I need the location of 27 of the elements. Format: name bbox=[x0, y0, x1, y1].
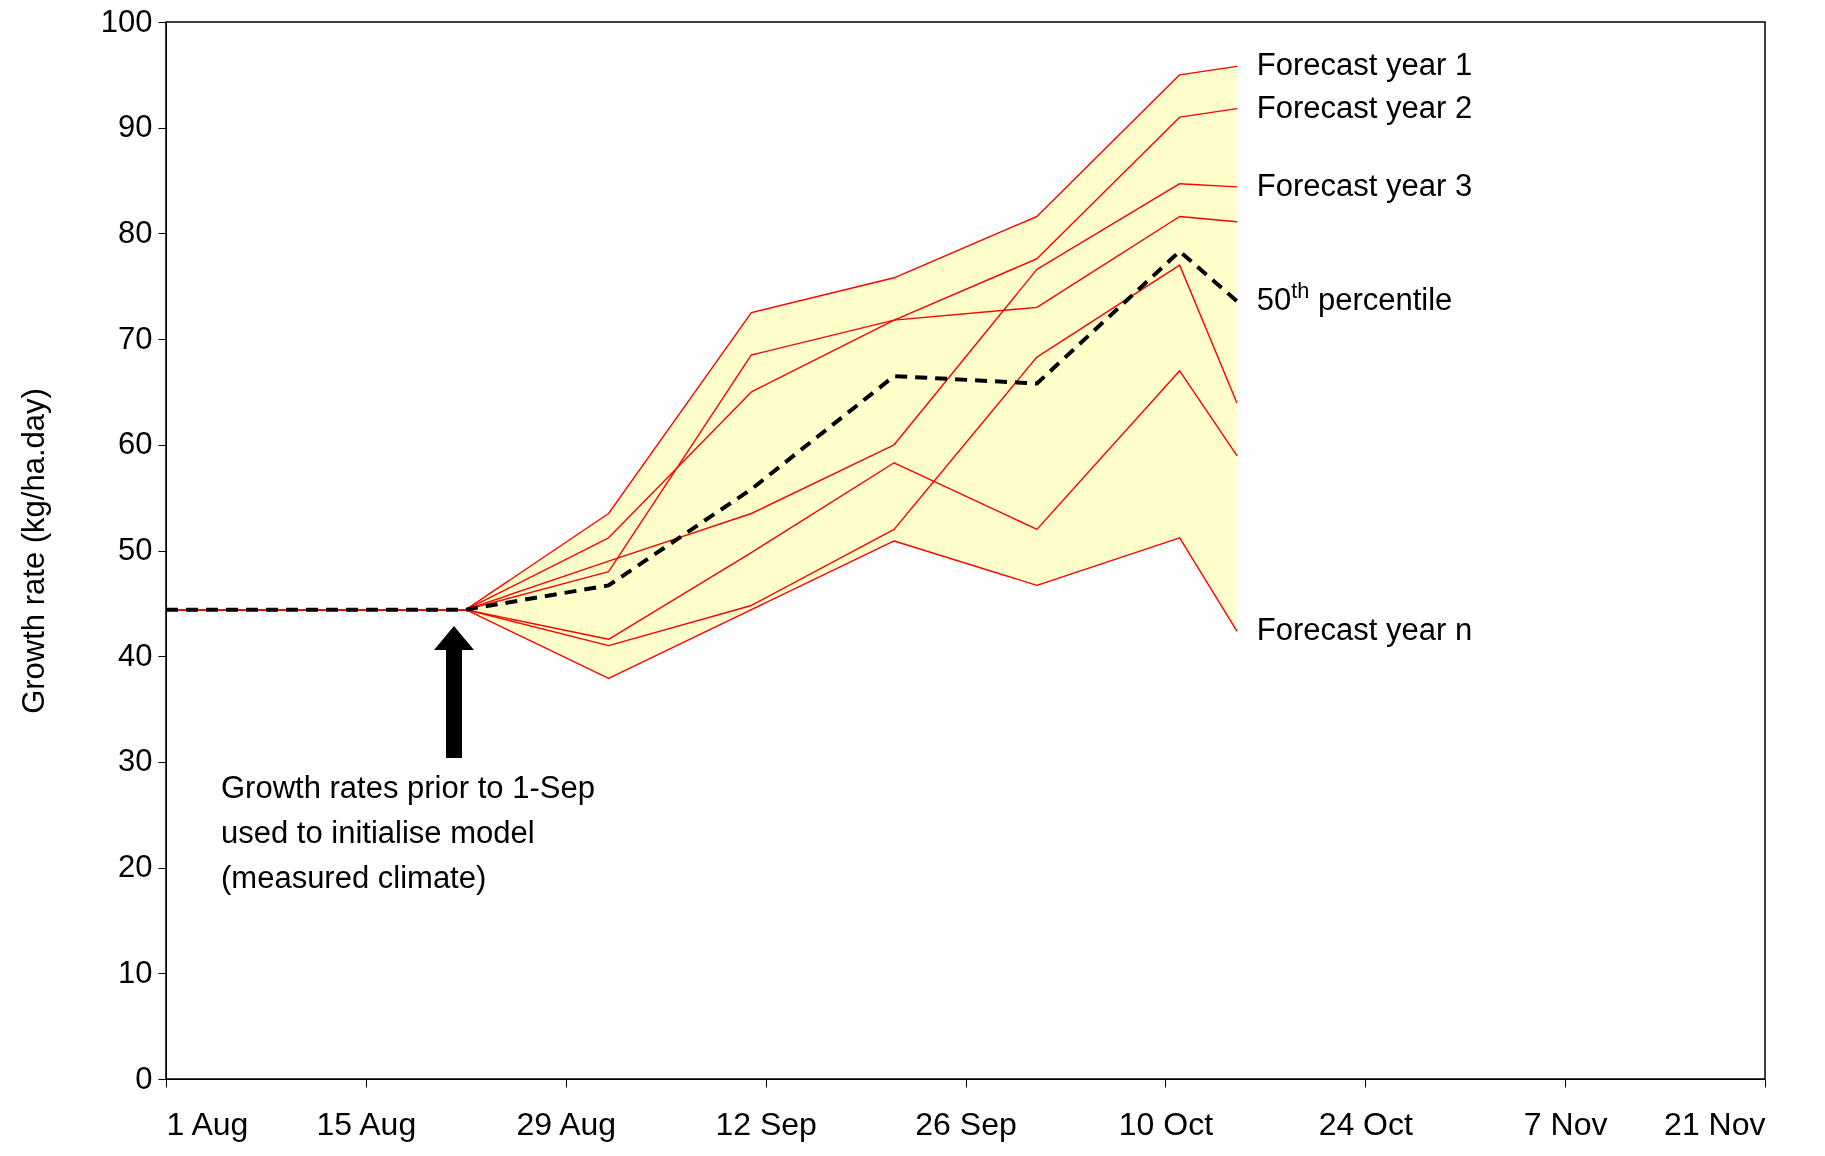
y-tick-label: 70 bbox=[118, 320, 153, 356]
y-tick-label: 90 bbox=[118, 109, 153, 145]
y-tick-label: 10 bbox=[118, 954, 153, 990]
y-tick-label: 60 bbox=[118, 426, 153, 462]
x-tick-label: 21 Nov bbox=[1664, 1105, 1766, 1142]
x-tick-label: 1 Aug bbox=[166, 1105, 249, 1142]
series-label: Forecast year 3 bbox=[1256, 167, 1473, 203]
y-tick-label: 100 bbox=[100, 3, 153, 39]
x-tick-label: 24 Oct bbox=[1318, 1105, 1413, 1142]
x-tick-label: 15 Aug bbox=[316, 1105, 417, 1142]
y-tick-label: 0 bbox=[135, 1060, 153, 1096]
x-tick-label: 12 Sep bbox=[715, 1105, 817, 1142]
y-axis-title: Growth rate (kg/ha.day) bbox=[15, 388, 51, 714]
x-tick-label: 29 Aug bbox=[516, 1105, 617, 1142]
x-tick-label: 26 Sep bbox=[915, 1105, 1017, 1142]
y-tick-label: 80 bbox=[118, 214, 153, 250]
y-tick-label: 20 bbox=[118, 849, 153, 885]
y-tick-label: 30 bbox=[118, 743, 153, 779]
y-tick-label: 40 bbox=[118, 637, 153, 673]
annotation: Growth rates prior to 1-Sep used to initialise model (measured climate) bbox=[221, 770, 595, 895]
x-tick-label: 10 Oct bbox=[1118, 1105, 1214, 1142]
series-label: Forecast year 2 bbox=[1256, 89, 1473, 125]
y-tick-label: 50 bbox=[118, 532, 153, 567]
series-label: Forecast year 1 bbox=[1256, 47, 1473, 83]
x-tick-label: 7 Nov bbox=[1523, 1105, 1608, 1142]
series-label: 50$^{th}$ percentile bbox=[1256, 277, 1453, 318]
series-label: Forecast year n bbox=[1256, 611, 1473, 647]
